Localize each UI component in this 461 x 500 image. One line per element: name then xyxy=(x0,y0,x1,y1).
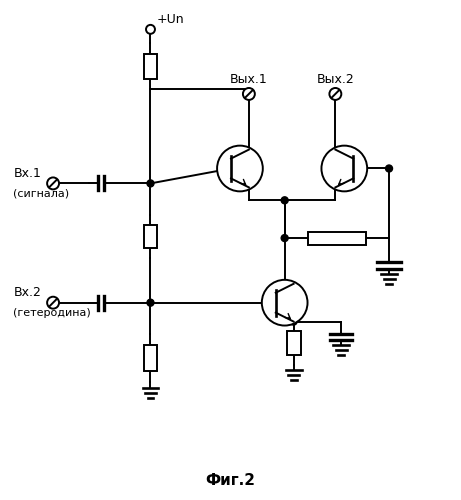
Circle shape xyxy=(281,234,288,242)
Circle shape xyxy=(217,146,263,192)
Bar xyxy=(143,54,158,78)
Text: Фиг.2: Фиг.2 xyxy=(205,473,255,488)
Text: +Un: +Un xyxy=(156,14,184,26)
Circle shape xyxy=(290,318,297,325)
Bar xyxy=(287,332,301,355)
Bar xyxy=(308,232,366,244)
Bar xyxy=(143,345,158,372)
Text: Вых.2: Вых.2 xyxy=(317,72,354,86)
Circle shape xyxy=(281,197,288,204)
Text: Вх.1: Вх.1 xyxy=(13,167,41,180)
Circle shape xyxy=(147,299,154,306)
Text: Вых.1: Вых.1 xyxy=(230,72,268,86)
Circle shape xyxy=(385,165,392,172)
Circle shape xyxy=(243,88,255,100)
Circle shape xyxy=(47,296,59,308)
Circle shape xyxy=(147,180,154,187)
Text: (гетеродина): (гетеродина) xyxy=(13,308,91,318)
Circle shape xyxy=(47,178,59,190)
Text: Вх.2: Вх.2 xyxy=(13,286,41,299)
Circle shape xyxy=(146,25,155,34)
Circle shape xyxy=(262,280,307,326)
Circle shape xyxy=(330,88,341,100)
Bar xyxy=(143,225,158,248)
Text: (сигнала): (сигнала) xyxy=(13,188,70,198)
Circle shape xyxy=(321,146,367,192)
